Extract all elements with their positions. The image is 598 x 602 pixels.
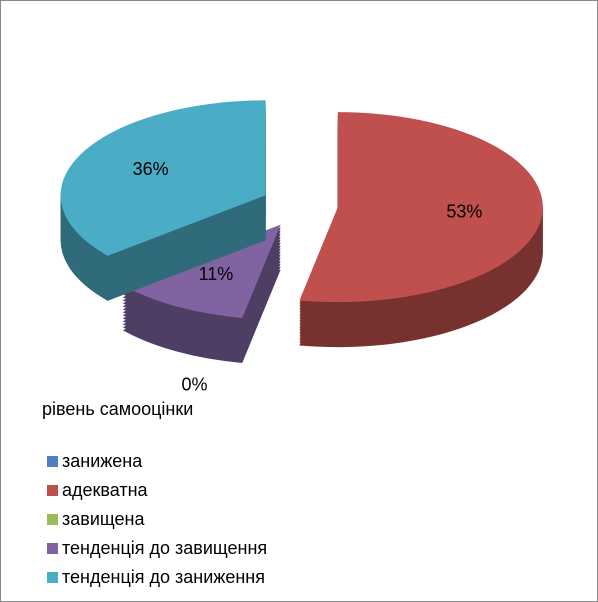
data-label: 11% — [199, 264, 234, 284]
legend-label: тенденція до заниження — [62, 567, 265, 587]
slice — [299, 112, 543, 348]
legend-swatch — [47, 485, 58, 496]
data-label: 36% — [133, 159, 169, 179]
slice-top — [299, 112, 543, 303]
data-label: 0% — [181, 374, 207, 394]
slice — [60, 100, 266, 301]
legend-label: адекватна — [62, 480, 149, 500]
legend-label: занижена — [62, 451, 143, 471]
legend-title: рівень самооцінки — [42, 399, 193, 419]
legend-swatch — [47, 514, 58, 525]
slice — [122, 224, 281, 363]
slice-top — [60, 100, 266, 256]
legend-swatch — [47, 543, 58, 554]
data-label: 53% — [446, 201, 482, 221]
legend-swatch — [47, 572, 58, 583]
legend-label: тенденція до завищення — [62, 538, 267, 558]
legend-swatch — [47, 456, 58, 467]
legend-label: завищена — [62, 509, 145, 529]
